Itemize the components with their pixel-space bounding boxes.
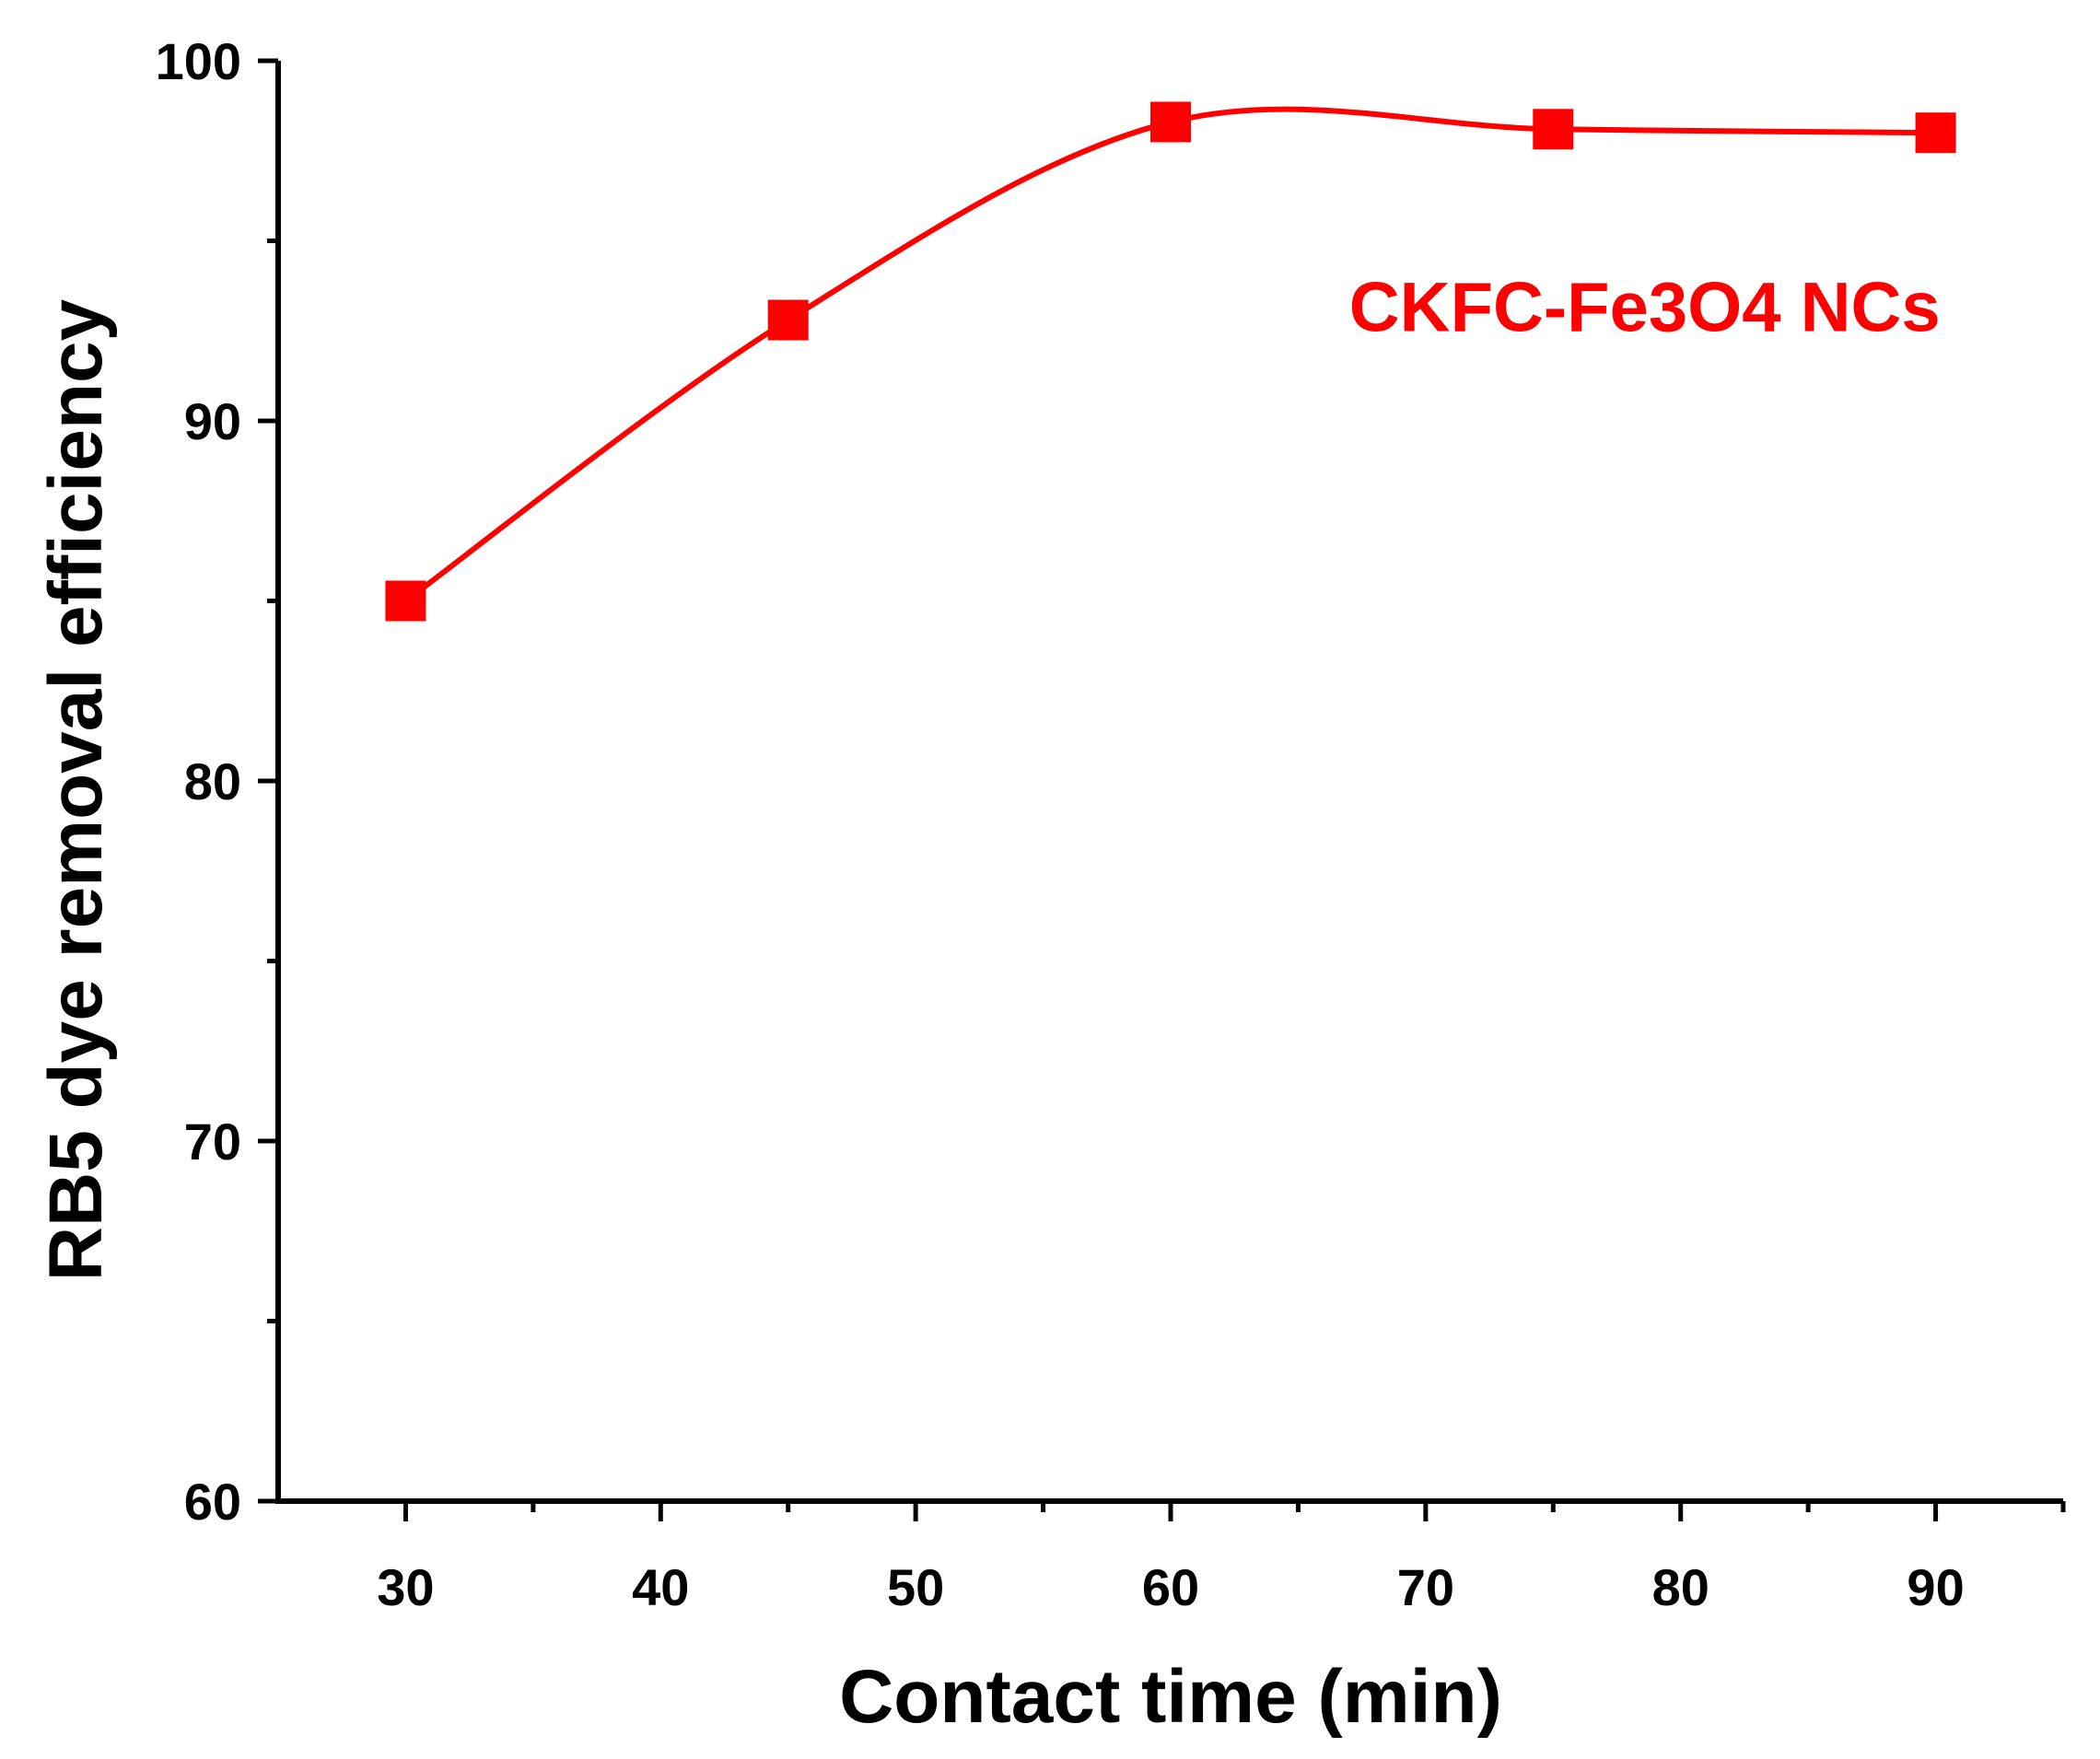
data-point-marker bbox=[767, 299, 809, 341]
y-tick-label: 90 bbox=[184, 392, 241, 450]
x-tick-label: 60 bbox=[1142, 1558, 1199, 1616]
data-point-marker bbox=[1915, 112, 1956, 154]
x-tick-label: 70 bbox=[1397, 1558, 1454, 1616]
data-point-marker bbox=[1150, 101, 1191, 143]
data-point-marker bbox=[385, 580, 426, 622]
data-point-marker bbox=[1533, 109, 1574, 150]
x-tick-label: 80 bbox=[1652, 1558, 1709, 1616]
y-tick-label: 60 bbox=[184, 1473, 241, 1531]
y-tick-label: 100 bbox=[156, 32, 241, 90]
y-axis-title: RB5 dye removal efficiency bbox=[34, 298, 118, 1281]
x-tick-label: 50 bbox=[887, 1558, 944, 1616]
series-annotation: CKFC-Fe3O4 NCs bbox=[1349, 268, 1941, 346]
x-ticks: 30 40 50 60 70 80 90 bbox=[377, 1501, 2066, 1616]
y-ticks: 60 70 80 90 100 bbox=[156, 32, 278, 1531]
series-line bbox=[403, 106, 1936, 603]
series-layer bbox=[385, 101, 1956, 622]
x-tick-label: 40 bbox=[632, 1558, 689, 1616]
x-tick-label: 90 bbox=[1907, 1558, 1964, 1616]
y-tick-label: 80 bbox=[184, 752, 241, 810]
y-tick-label: 70 bbox=[184, 1112, 241, 1171]
x-tick-label: 30 bbox=[377, 1558, 434, 1616]
x-axis-title: Contact time (min) bbox=[839, 1655, 1502, 1739]
